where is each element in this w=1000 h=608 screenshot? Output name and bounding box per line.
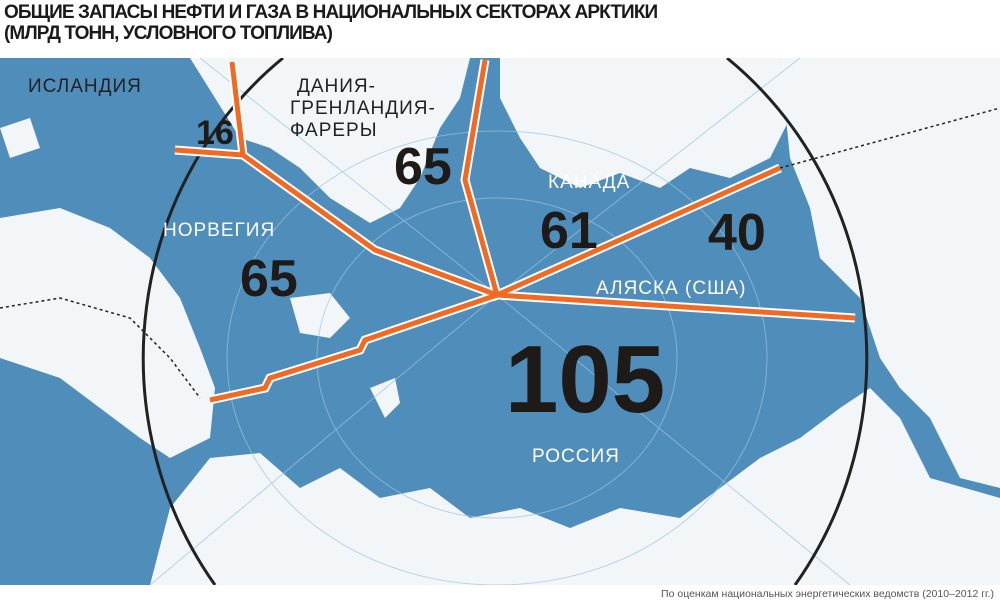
- date-line: [779, 107, 1000, 169]
- value-canada: 61: [540, 202, 598, 260]
- boundary-canada-greenland: [462, 59, 782, 299]
- label-canada: КАНАДА: [548, 172, 630, 193]
- boundary-iceland-norway: [174, 61, 498, 298]
- title-line-2: (МЛРД ТОНН, УСЛОВНОГО ТОПЛИВА): [4, 23, 333, 44]
- arctic-map: ИСЛАНДИЯ 16 ДАНИЯ- ГРЕНЛАНДИЯ- ФАРЕРЫ 65…: [0, 58, 1000, 585]
- russia: [150, 388, 1000, 585]
- novaya-zemlya: [370, 378, 400, 418]
- land: [0, 58, 1000, 585]
- graticule: [149, 58, 851, 585]
- label-greenland-3: ФАРЕРЫ: [290, 120, 378, 141]
- iceland: [0, 118, 40, 158]
- svalbard: [290, 293, 350, 338]
- sector-boundaries: [174, 59, 856, 405]
- map-title: ОБЩИЕ ЗАПАСЫ НЕФТИ И ГАЗА В НАЦИОНАЛЬНЫХ…: [4, 2, 658, 44]
- value-russia: 105: [505, 326, 665, 433]
- boundary-alaska-russia: [496, 292, 856, 321]
- source-note: По оценкам национальных энергетических в…: [661, 588, 994, 600]
- value-alaska: 40: [708, 204, 766, 262]
- border-dashed: [0, 297, 201, 399]
- scandinavia: [0, 208, 215, 458]
- value-norway: 65: [240, 250, 298, 308]
- value-greenland: 65: [394, 138, 452, 196]
- label-russia: РОССИЯ: [532, 446, 620, 467]
- value-iceland: 16: [196, 114, 234, 152]
- arctic-circle-border: [141, 58, 869, 585]
- label-alaska: АЛЯСКА (США): [596, 278, 746, 299]
- label-greenland-2: ГРЕНЛАНДИЯ-: [290, 98, 436, 119]
- label-norway: НОРВЕГИЯ: [163, 220, 275, 241]
- title-line-1: ОБЩИЕ ЗАПАСЫ НЕФТИ И ГАЗА В НАЦИОНАЛЬНЫХ…: [4, 2, 658, 23]
- greenland: [190, 58, 470, 223]
- boundary-norway-russia: [209, 292, 498, 403]
- label-iceland: ИСЛАНДИЯ: [28, 76, 142, 97]
- label-greenland-1: ДАНИЯ-: [297, 76, 376, 97]
- canada-islands: [500, 58, 790, 188]
- alaska-canada-mainland: [780, 58, 1000, 488]
